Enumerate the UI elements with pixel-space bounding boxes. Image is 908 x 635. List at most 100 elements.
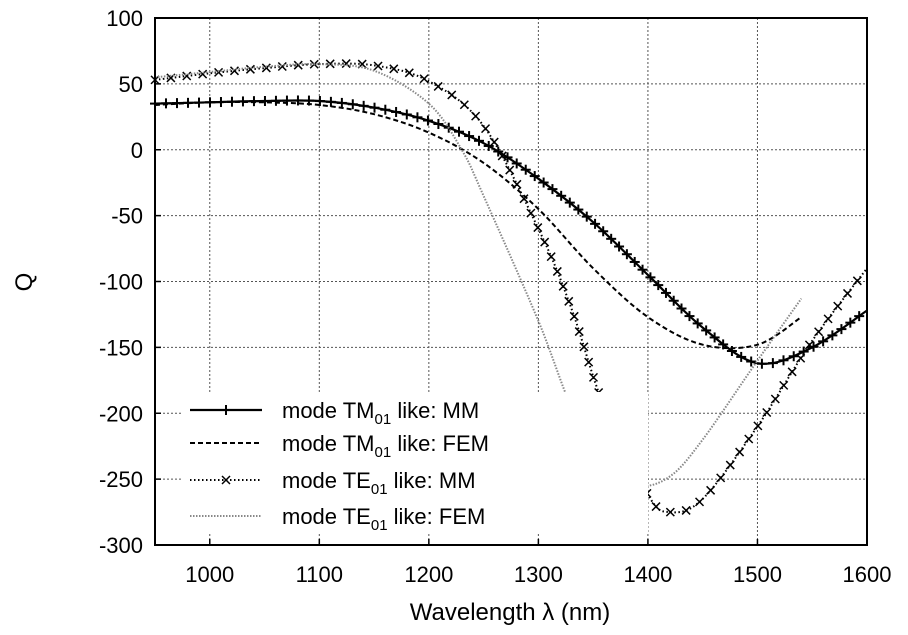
series-3-marker (716, 473, 726, 483)
series-3-marker (725, 460, 735, 470)
series-3-marker (505, 165, 515, 175)
series-line-2 (154, 101, 802, 350)
series-1-marker (621, 249, 632, 260)
series-1-marker (818, 336, 829, 347)
series-3-marker (814, 327, 824, 337)
series-1-marker (573, 204, 584, 215)
y-tick-label: -200 (99, 401, 143, 426)
series-1-marker (808, 341, 819, 352)
series-3-marker (762, 407, 772, 418)
series-3-marker (552, 266, 562, 276)
series-1-marker (453, 126, 464, 137)
legend-label-4: mode TE01 like: FEM (282, 504, 485, 534)
series-1-marker (668, 295, 679, 306)
tick-labels: 1000 1100 1200 1300 1400 1500 1600 100 50 0 -50 -10… (99, 6, 892, 587)
x-tick-label: 1500 (733, 562, 782, 587)
legend-label-1: mode TM01 like: MM (282, 398, 479, 428)
series-3-marker (770, 394, 780, 404)
series-3-marker (574, 327, 584, 337)
x-axis-label: Wavelength λ (nm) (410, 599, 611, 626)
series-1-marker (380, 104, 391, 115)
series-1-marker (511, 158, 522, 169)
series-1-marker (767, 358, 778, 369)
series-1-marker (836, 324, 847, 335)
series-1-marker (483, 140, 494, 151)
series-3-marker (471, 111, 481, 121)
series-3-marker (293, 60, 303, 70)
series-1-marker (746, 356, 757, 367)
series-3-marker (341, 59, 351, 69)
series-1-marker (391, 106, 402, 117)
series-3-marker (533, 223, 543, 233)
series-1-marker (736, 351, 747, 362)
series-3-marker (182, 71, 192, 81)
series-1-marker (854, 311, 865, 322)
legend-marker-1 (221, 405, 231, 415)
x-tick-label: 1100 (296, 562, 343, 587)
legend-label-3: mode TE01 like: MM (282, 468, 476, 498)
y-tick-label: 0 (131, 138, 143, 163)
series-3-marker (665, 507, 675, 517)
series-1-marker (259, 95, 270, 106)
series-3-marker (433, 81, 443, 91)
y-tick-label: -300 (99, 533, 143, 558)
series-3-marker (245, 64, 255, 74)
series-1-marker (474, 135, 485, 146)
series-1-marker (653, 280, 664, 291)
series-3-marker (229, 66, 240, 76)
series-1-marker (581, 211, 592, 222)
series-1-marker (788, 351, 799, 362)
series-3-marker (404, 68, 414, 78)
series-1-marker (660, 287, 671, 298)
series-1-marker (422, 115, 433, 126)
y-tick-label: 50 (119, 72, 143, 97)
series-3-marker (852, 276, 862, 286)
series-1-marker (827, 330, 838, 341)
y-tick-label: -150 (99, 335, 143, 360)
series-1-marker (325, 96, 336, 107)
series-3-marker (459, 100, 469, 110)
x-tick-label: 1000 (185, 562, 234, 587)
series-3-marker (526, 208, 536, 218)
series-1-marker (493, 146, 504, 157)
plot-frame (154, 17, 868, 546)
y-tick-label: -250 (99, 467, 143, 492)
series-1-marker (347, 99, 358, 110)
series-3-marker (497, 151, 507, 161)
series-1-marker (412, 112, 423, 123)
series-1-marker (756, 358, 767, 369)
series-3-marker (480, 124, 491, 134)
series-1-marker (292, 95, 303, 106)
series-3-marker (584, 357, 594, 367)
series-3-marker (681, 505, 691, 515)
series-1-marker (358, 100, 369, 111)
legend-marker-3 (221, 475, 231, 485)
series-3-marker (519, 194, 529, 204)
series-3-marker (706, 485, 716, 495)
series-3-marker (564, 296, 574, 306)
series-1-marker (845, 317, 856, 328)
series-1-marker (606, 233, 617, 244)
legend-background (182, 392, 648, 534)
series-3-marker (558, 281, 568, 291)
series-1-marker (701, 325, 712, 336)
y-tick-label: -100 (99, 270, 143, 295)
series-1-marker (676, 303, 687, 314)
series-line-4 (154, 62, 803, 488)
series-1-marker (433, 118, 444, 129)
series-3-marker (823, 314, 833, 324)
series-3-marker (651, 502, 661, 512)
series-3-marker (447, 90, 457, 100)
series-1-marker (369, 102, 380, 113)
series-3-marker (569, 311, 579, 321)
series-1-marker (401, 109, 412, 120)
series-1-marker (614, 241, 625, 252)
y-axis-label: Q (11, 273, 38, 292)
series-3-marker (842, 288, 853, 298)
series-1-marker (684, 311, 695, 322)
series-1-marker (538, 177, 549, 188)
y-tick-label: 100 (106, 6, 143, 31)
series-3-marker (373, 61, 383, 71)
series-3-marker (214, 67, 224, 77)
